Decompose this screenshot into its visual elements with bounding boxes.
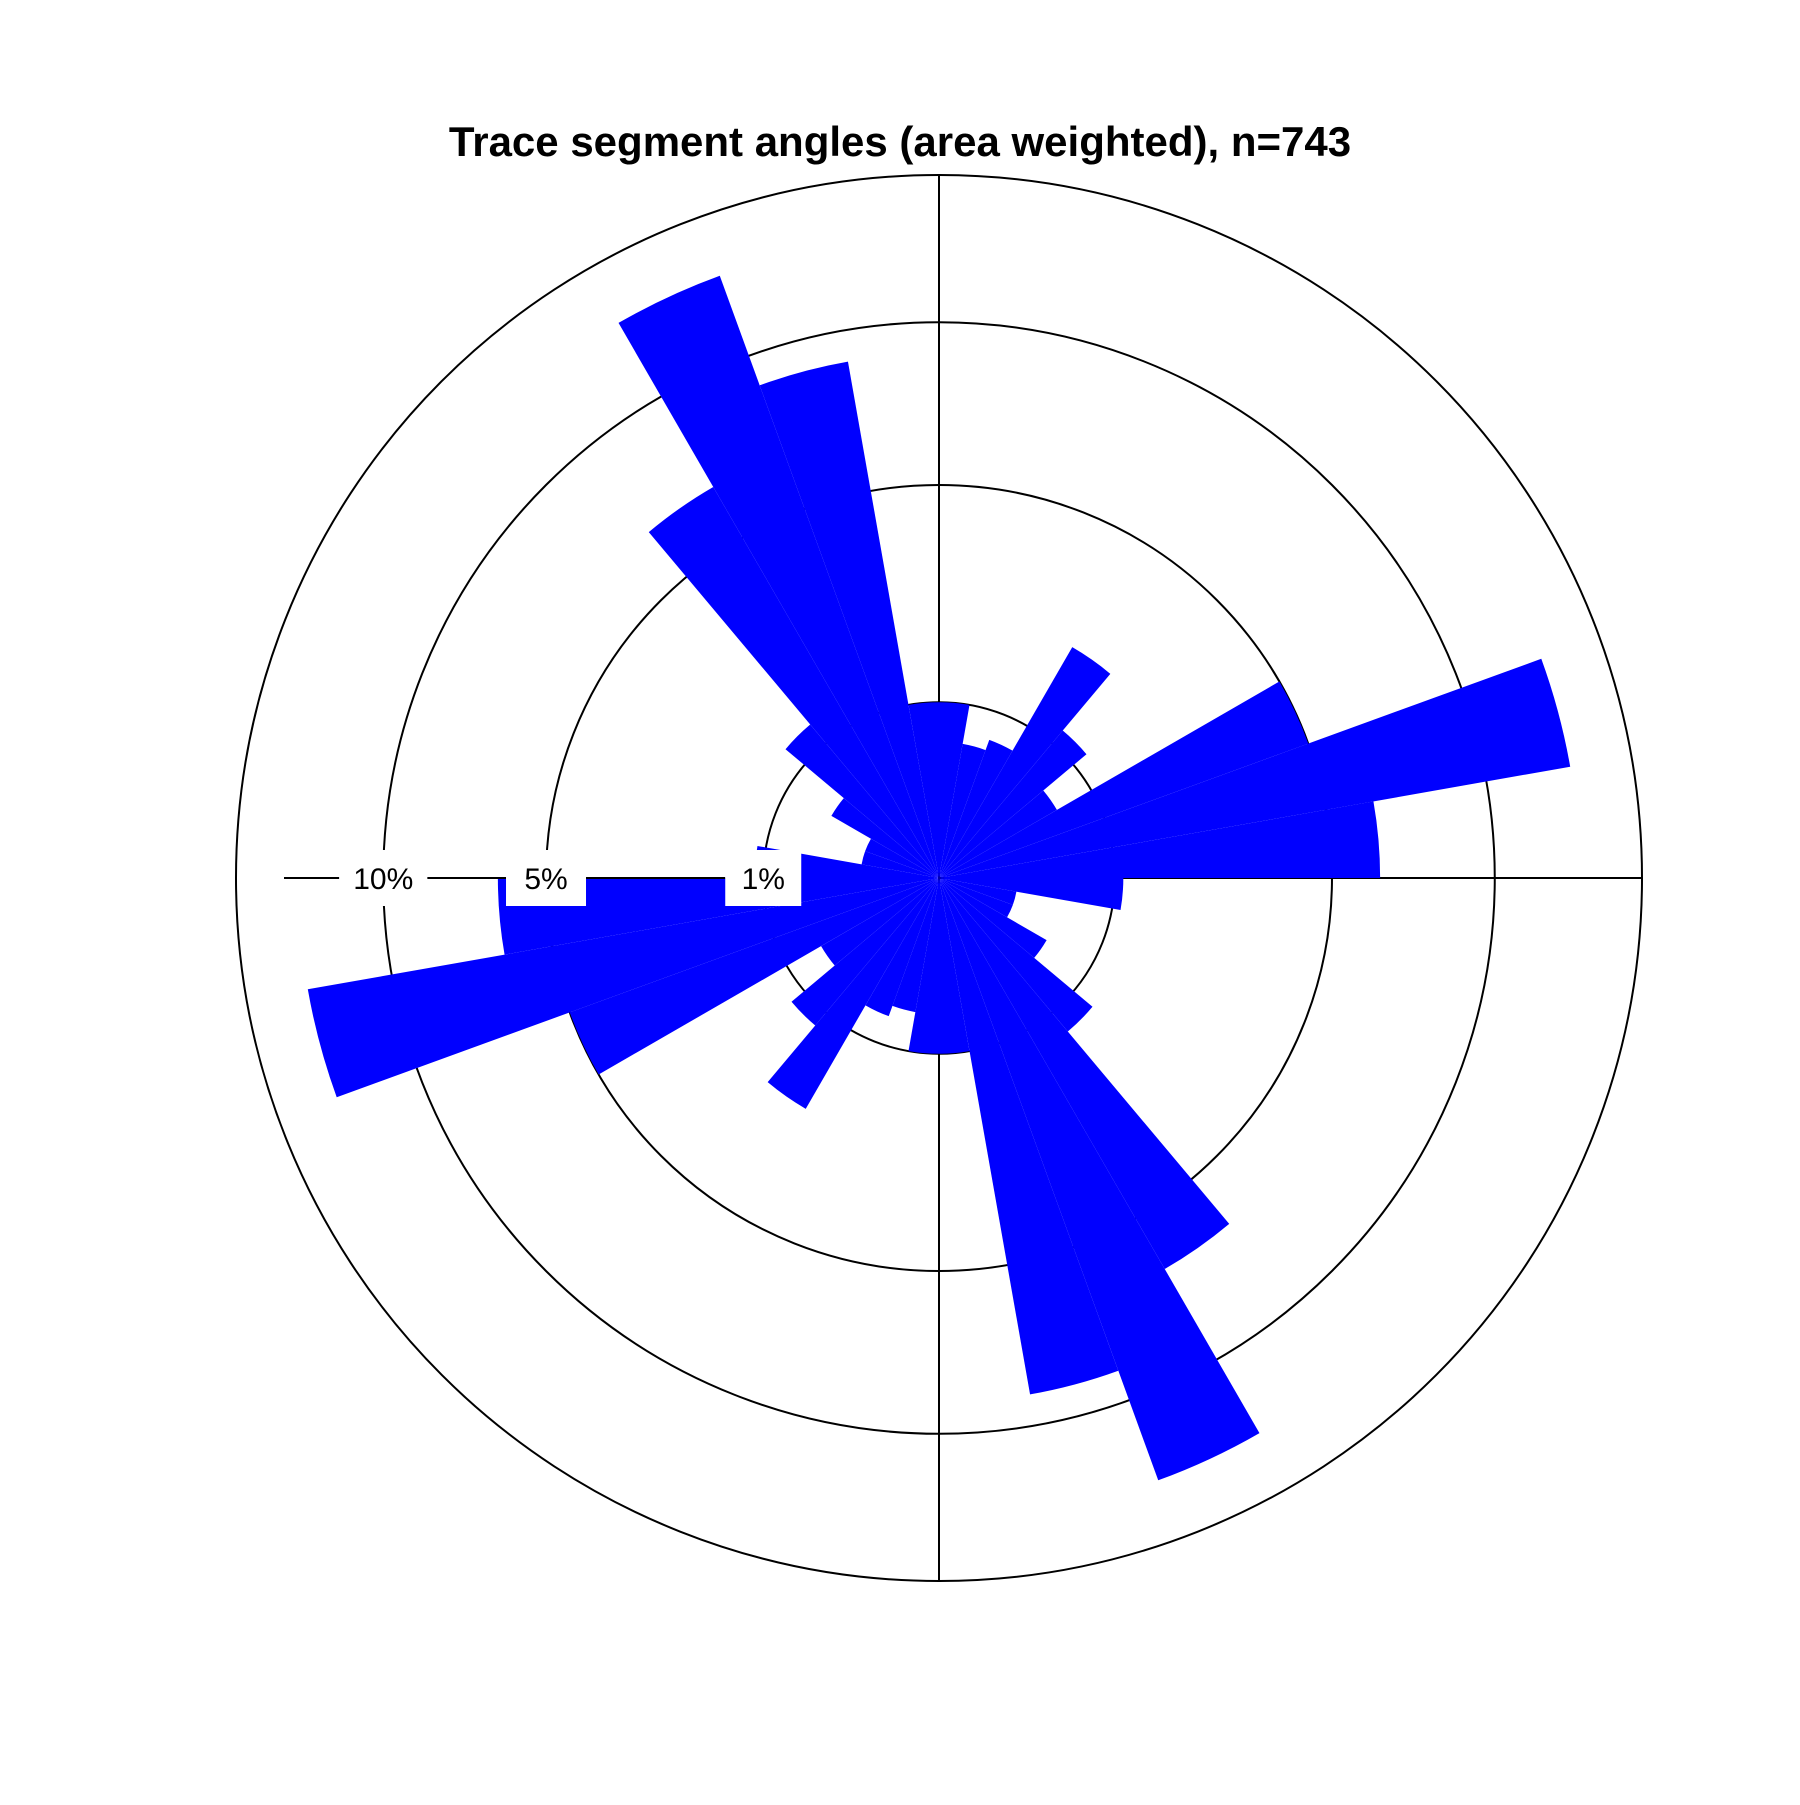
ring-label-bg-1 [725,850,802,906]
rose-sector-10-20 [939,743,986,878]
ring-label-bg-3 [339,850,428,906]
rose-sector-290-300 [865,838,939,878]
rose-sector-110-120 [939,878,1013,918]
rose-sector-140-150 [939,878,1230,1270]
rose-sector-200-210 [865,878,939,1017]
ring-label-1: 1% [742,863,785,896]
rose-sector-40-50 [939,730,1087,878]
rose-sector-0-10 [939,702,970,878]
rose-sector-250-260 [307,878,939,1098]
ring-label-3: 10% [353,863,413,896]
ring-label-bg-2 [506,850,587,906]
rose-sector-330-340 [618,275,939,879]
rose-sector-20-30 [939,739,1013,878]
rose-sector-350-360 [908,702,939,878]
rose-sector-190-200 [892,878,939,1013]
rose-sector-80-90 [939,801,1381,878]
chart-title: Trace segment angles (area weighted), n=… [448,118,1352,165]
rose-sector-150-160 [939,878,1260,1481]
rose-sector-160-170 [939,878,1119,1395]
rose-sector-300-310 [831,798,939,878]
rose-sector-60-70 [939,681,1309,878]
rose-sector-310-320 [785,724,939,878]
rose-sector-230-240 [821,878,939,966]
rose-sector-240-250 [569,878,939,1075]
rose-sector-180-190 [908,878,939,1054]
rose-sector-320-330 [648,486,939,878]
rose-sector-90-100 [939,878,1124,911]
rose-sector-170-180 [939,878,970,1054]
rose-sector-340-350 [759,361,939,878]
rose-sector-280-290 [861,851,939,878]
rose-sector-50-60 [939,790,1057,878]
rose-sector-210-220 [767,878,939,1109]
rose-sector-120-130 [939,878,1047,958]
rose-sector-260-270 [497,878,939,955]
rose-sector-100-110 [939,878,1017,905]
rose-sector-70-80 [939,658,1571,878]
ring-label-2: 5% [524,863,567,896]
rose-sector-30-40 [939,647,1111,878]
rose-sector-130-140 [939,878,1093,1032]
rose-sector-220-230 [791,878,939,1026]
